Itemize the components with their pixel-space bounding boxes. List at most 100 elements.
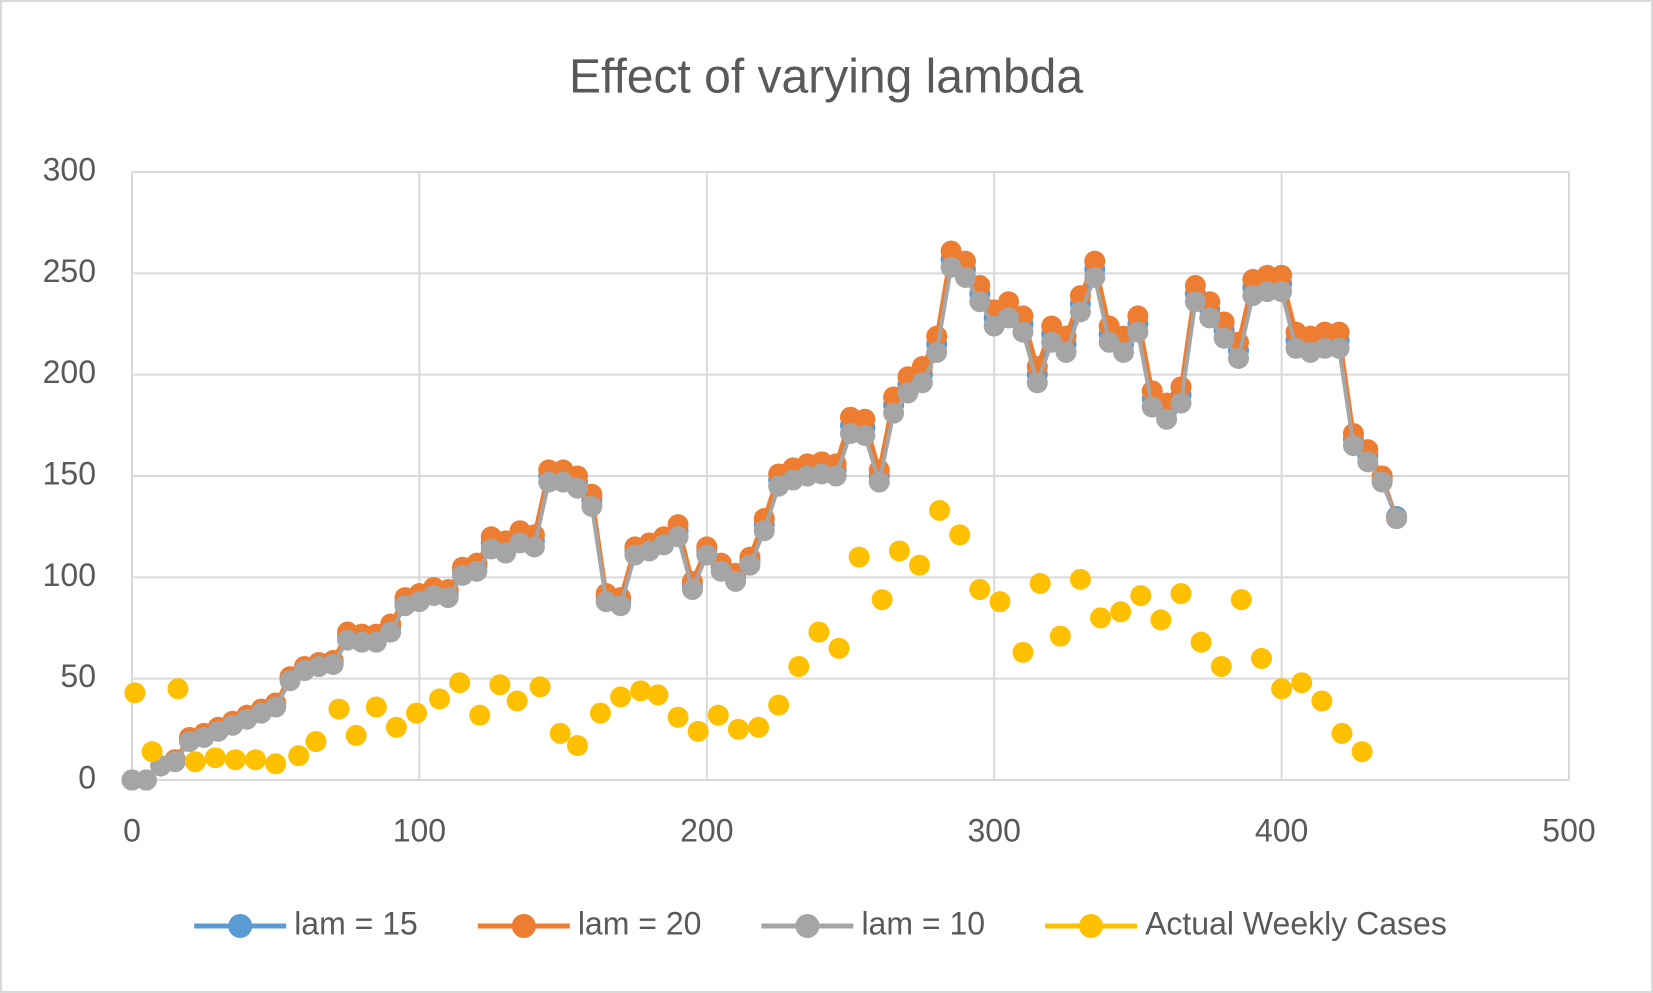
y-tick-label: 0 — [78, 759, 96, 795]
data-point — [549, 722, 571, 744]
data-point — [1371, 471, 1393, 493]
data-point — [1230, 589, 1252, 611]
x-tick-label: 500 — [1542, 812, 1595, 848]
data-point — [167, 678, 189, 700]
data-point — [1127, 321, 1149, 343]
data-point — [489, 674, 511, 696]
data-point — [1328, 321, 1350, 343]
data-point — [1250, 647, 1272, 669]
data-point — [224, 749, 246, 771]
data-point — [883, 402, 905, 424]
data-point — [1351, 741, 1373, 763]
data-point — [908, 554, 930, 576]
legend-label: lam = 10 — [861, 905, 985, 941]
legend-label: Actual Weekly Cases — [1145, 905, 1447, 941]
data-point — [1199, 291, 1221, 313]
data-point — [184, 751, 206, 773]
data-point — [429, 688, 451, 710]
data-point — [1084, 250, 1106, 272]
data-point — [1331, 722, 1353, 744]
data-point — [828, 637, 850, 659]
data-point — [135, 769, 157, 791]
data-point — [506, 690, 528, 712]
chart-title: Effect of varying lambda — [569, 51, 1083, 104]
data-point — [124, 682, 146, 704]
data-point — [288, 745, 310, 767]
data-point — [1069, 568, 1091, 590]
data-point — [630, 680, 652, 702]
y-tick-label: 100 — [43, 557, 96, 593]
data-point — [1227, 347, 1249, 369]
data-point — [969, 291, 991, 313]
data-point — [449, 672, 471, 694]
data-point — [1357, 451, 1379, 473]
legend-label: lam = 15 — [294, 905, 418, 941]
data-point — [1314, 321, 1336, 343]
data-point — [768, 694, 790, 716]
x-tick-label: 300 — [968, 812, 1021, 848]
data-point — [469, 704, 491, 726]
data-point — [305, 730, 327, 752]
data-point — [365, 696, 387, 718]
y-tick-label: 200 — [43, 354, 96, 390]
data-point — [351, 631, 373, 653]
data-point — [1386, 508, 1408, 530]
legend: lam = 15 lam = 20 lam = 10 Actual Weekly Ca… — [194, 905, 1447, 941]
data-point — [1170, 583, 1192, 605]
data-point — [1141, 396, 1163, 418]
data-point — [727, 718, 749, 740]
data-point — [610, 595, 632, 617]
data-point — [1170, 392, 1192, 414]
data-point — [998, 291, 1020, 313]
data-point — [868, 471, 890, 493]
data-point — [204, 747, 226, 769]
data-point — [848, 546, 870, 568]
data-point — [1342, 435, 1364, 457]
data-point — [328, 698, 350, 720]
data-point — [538, 471, 560, 493]
data-point — [1256, 281, 1278, 303]
data-point — [998, 307, 1020, 329]
data-point — [1012, 321, 1034, 343]
data-point — [1069, 301, 1091, 323]
data-point — [466, 560, 488, 582]
data-point — [322, 653, 344, 675]
data-point — [989, 591, 1011, 613]
data-point — [725, 570, 747, 592]
data-point — [1271, 281, 1293, 303]
y-tick-label: 250 — [43, 253, 96, 289]
data-point — [1130, 585, 1152, 607]
data-point — [739, 554, 761, 576]
data-point — [1311, 690, 1333, 712]
data-point — [954, 266, 976, 288]
data-point — [566, 735, 588, 757]
legend-label: lam = 20 — [578, 905, 702, 941]
x-tick-label: 400 — [1255, 812, 1308, 848]
data-point — [667, 526, 689, 548]
data-point — [1291, 672, 1313, 694]
data-point — [437, 587, 459, 609]
y-tick-label: 300 — [43, 151, 96, 187]
data-point — [1055, 341, 1077, 363]
x-tick-label: 200 — [680, 812, 733, 848]
data-point — [1049, 625, 1071, 647]
data-point — [1029, 572, 1051, 594]
legend-marker — [511, 914, 536, 938]
data-point — [696, 544, 718, 566]
data-point — [854, 424, 876, 446]
data-point — [1190, 631, 1212, 653]
data-point — [385, 716, 407, 738]
data-point — [753, 520, 775, 542]
data-point — [610, 686, 632, 708]
data-point — [1012, 641, 1034, 663]
data-point — [121, 769, 143, 791]
data-point — [1127, 305, 1149, 327]
data-point — [1113, 341, 1135, 363]
x-tick-label: 0 — [123, 812, 141, 848]
legend-marker — [228, 914, 253, 938]
data-point — [888, 540, 910, 562]
data-point — [245, 749, 267, 771]
y-tick-label: 50 — [60, 658, 96, 694]
